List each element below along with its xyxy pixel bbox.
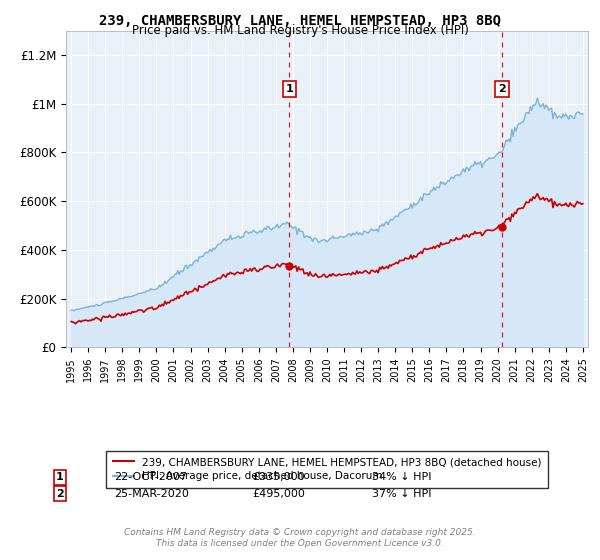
Text: 22-OCT-2007: 22-OCT-2007	[114, 472, 187, 482]
Text: 2: 2	[56, 489, 64, 499]
Text: 37% ↓ HPI: 37% ↓ HPI	[372, 489, 431, 499]
Text: Price paid vs. HM Land Registry's House Price Index (HPI): Price paid vs. HM Land Registry's House …	[131, 24, 469, 37]
Text: £335,000: £335,000	[252, 472, 305, 482]
Text: 1: 1	[286, 84, 293, 94]
Text: 2: 2	[498, 84, 506, 94]
Text: 239, CHAMBERSBURY LANE, HEMEL HEMPSTEAD, HP3 8BQ: 239, CHAMBERSBURY LANE, HEMEL HEMPSTEAD,…	[99, 14, 501, 28]
Legend: 239, CHAMBERSBURY LANE, HEMEL HEMPSTEAD, HP3 8BQ (detached house), HPI: Average : 239, CHAMBERSBURY LANE, HEMEL HEMPSTEAD,…	[106, 451, 548, 488]
Text: Contains HM Land Registry data © Crown copyright and database right 2025.
This d: Contains HM Land Registry data © Crown c…	[124, 528, 476, 548]
Text: 34% ↓ HPI: 34% ↓ HPI	[372, 472, 431, 482]
Text: 25-MAR-2020: 25-MAR-2020	[114, 489, 189, 499]
Text: 1: 1	[56, 472, 64, 482]
Text: £495,000: £495,000	[252, 489, 305, 499]
